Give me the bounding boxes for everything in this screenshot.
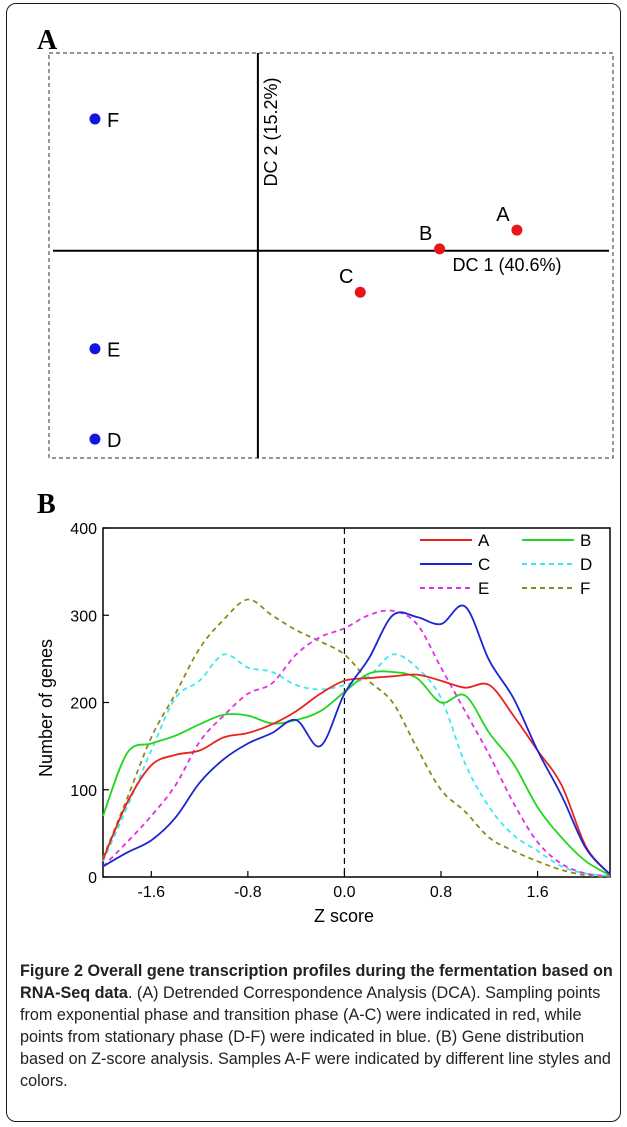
y-tick-label: 0: [88, 870, 97, 887]
scatter-label-d: D: [107, 430, 121, 452]
panel-a-scatter: A B C D E F: [53, 53, 609, 458]
x-tick-label: -0.8: [234, 884, 262, 901]
x-tick-label: 1.6: [526, 884, 548, 901]
panel-a-xlabel: DC 1 (40.6%): [452, 255, 561, 275]
panel-b-xlabel: Z score: [314, 906, 374, 926]
scatter-point-d: [89, 433, 101, 445]
legend-label-c: C: [478, 555, 490, 574]
caption-body: . (A) Detrended Correspondence Analysis …: [20, 984, 611, 1090]
y-tick-label: 100: [70, 783, 97, 800]
x-tick-label: 0.8: [430, 884, 452, 901]
scatter-label-e: E: [107, 340, 120, 362]
scatter-point-c: [354, 286, 366, 298]
scatter-label-b: B: [419, 223, 432, 245]
figure-caption: Figure 2 Overall gene transcription prof…: [20, 960, 616, 1092]
series-line-f: [102, 598, 611, 878]
panel-b-plot-frame: [102, 527, 611, 878]
panel-b-line-chart: 0 100 200 300 400 -1.6 -0.8 0.0 0.8 1.6 A B C D E F: [70, 521, 611, 901]
panel-a-frame: [48, 52, 614, 459]
x-tick-label: 0.0: [333, 884, 355, 901]
y-tick-label: 200: [70, 696, 97, 713]
figure-frame: [6, 3, 621, 1122]
legend-label-a: A: [478, 531, 490, 550]
series-line-a: [102, 673, 611, 876]
scatter-label-c: C: [339, 266, 353, 288]
scatter-point-b: [434, 243, 446, 255]
scatter-point-f: [89, 113, 101, 125]
caption-lead: Figure 2 Overall gene transcription prof…: [20, 962, 613, 1002]
scatter-label-f: F: [107, 110, 119, 132]
series-line-d: [102, 653, 611, 877]
scatter-point-e: [89, 343, 101, 355]
y-tick-label: 300: [70, 608, 97, 625]
scatter-label-a: A: [496, 204, 510, 226]
legend-label-f: F: [580, 579, 590, 598]
legend-label-e: E: [478, 579, 489, 598]
series-line-c: [102, 604, 611, 876]
scatter-point-a: [511, 224, 523, 236]
figure-canvas: A A B C D E F DC 1 (40.6%) DC 2 (15.2%) B 0 10…: [36, 25, 614, 926]
panel-label-a: A: [37, 25, 58, 56]
panel-label-b: B: [37, 489, 56, 520]
y-tick-label: 400: [70, 521, 97, 538]
series-line-b: [102, 670, 611, 877]
panel-b-ylabel: Number of genes: [36, 639, 56, 777]
panel-a-ylabel: DC 2 (15.2%): [261, 77, 281, 186]
series-line-e: [102, 609, 611, 877]
legend-label-b: B: [580, 531, 591, 550]
x-tick-label: -1.6: [137, 884, 165, 901]
legend-label-d: D: [580, 555, 592, 574]
